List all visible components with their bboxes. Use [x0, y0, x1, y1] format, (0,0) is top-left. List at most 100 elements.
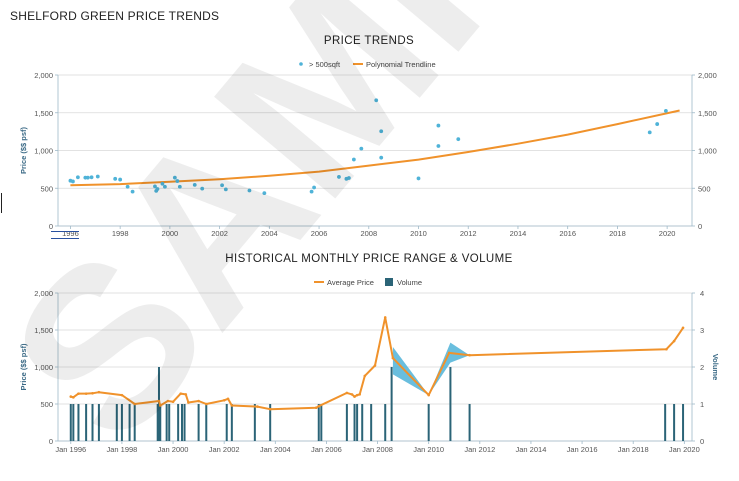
volume-bar [320, 404, 323, 441]
volume-bar [165, 404, 168, 441]
volume-bar [91, 404, 94, 441]
volume-bar [361, 404, 364, 441]
average-price-point [355, 393, 359, 397]
scatter-point [456, 137, 461, 142]
range-selector-handle[interactable] [51, 231, 79, 239]
scatter-point [95, 174, 100, 179]
scatter-point [374, 98, 379, 103]
volume-bar [384, 404, 387, 441]
y-tick-label: 2,000 [34, 71, 53, 80]
volume-bar [230, 404, 233, 441]
volume-bar [177, 404, 180, 441]
average-price-point [350, 393, 354, 396]
volume-bar [353, 404, 356, 441]
volume-bar [97, 404, 100, 441]
x-tick-label: 2006 [311, 229, 328, 238]
average-price-line [70, 316, 684, 411]
chart-title: PRICE TRENDS [324, 35, 414, 47]
x-tick-label: 2008 [360, 229, 377, 238]
volume-bar [133, 404, 136, 441]
y2-tick-label: 2 [700, 363, 704, 372]
y-axis-label: Price ($$ psf) [19, 343, 28, 391]
y-tick-label: 1,500 [34, 326, 53, 335]
volume-bar [72, 404, 75, 441]
volume-bar [77, 404, 80, 441]
y2-tick-label: 0 [698, 222, 702, 231]
volume-bar [120, 404, 123, 441]
y2-tick-label: 2,000 [698, 71, 717, 80]
average-price-point [363, 374, 367, 378]
x-tick-label: 2000 [162, 229, 179, 238]
x-tick-label: Jan 2014 [516, 445, 547, 454]
average-price-point [391, 356, 395, 360]
x-tick-label: 1998 [112, 229, 129, 238]
average-price-point [317, 404, 321, 408]
legend-label: > 500sqft [309, 60, 341, 69]
scatter-point [312, 185, 316, 190]
average-price-point [184, 393, 188, 396]
scatter-point [416, 176, 421, 181]
trendline [70, 109, 680, 187]
price-range-area [392, 347, 429, 396]
legend-marker-scatter [299, 62, 303, 66]
y-tick-label: 500 [40, 400, 53, 409]
y2-tick-label: 0 [700, 437, 704, 446]
scatter-point [262, 191, 267, 196]
average-price-point [158, 404, 162, 407]
volume-bar [269, 404, 272, 441]
x-tick-label: 2020 [659, 229, 676, 238]
x-tick-label: 2018 [609, 229, 626, 238]
average-price-point [468, 353, 471, 357]
average-price-point [358, 393, 361, 396]
scatter-point [223, 187, 228, 192]
scatter-point [160, 181, 165, 186]
average-price-point [77, 392, 80, 395]
y2-tick-label: 3 [700, 326, 704, 335]
y-axis-label: Price ($$ psf) [19, 126, 28, 174]
average-price-point [97, 390, 101, 394]
volume-bar [356, 404, 359, 441]
x-tick-label: 2014 [510, 229, 527, 238]
x-tick-label: 2012 [460, 229, 477, 238]
legend-label: Polynomial Trendline [366, 60, 436, 69]
volume-bar [115, 404, 118, 441]
y-tick-label: 1,000 [34, 363, 53, 372]
scatter-point [220, 183, 224, 188]
scatter-point [118, 177, 123, 182]
x-tick-label: Jan 2002 [209, 445, 240, 454]
price-trends-chart: PRICE TRENDS > 500sqft Polynomial Trendlin… [19, 35, 717, 238]
scatter-point [663, 108, 668, 113]
y2-axis-label: Volume [711, 354, 720, 381]
volume-bar [253, 404, 256, 441]
scatter-point [153, 184, 157, 189]
scatter-point [359, 146, 364, 151]
volume-bar [225, 404, 228, 441]
x-tick-label: Jan 1998 [106, 445, 137, 454]
x-tick-label: 2010 [410, 229, 427, 238]
volume-bar [197, 404, 200, 441]
x-tick-label: 1996 [62, 229, 79, 238]
average-price-point [197, 399, 200, 403]
average-price-point [373, 364, 377, 367]
legend-label: Volume [397, 278, 422, 287]
volume-bar [205, 404, 208, 441]
average-price-point [171, 400, 175, 404]
y-tick-label: 2,000 [34, 289, 53, 298]
average-price-point [157, 399, 161, 403]
average-price-point [447, 351, 451, 355]
average-price-point [256, 405, 259, 408]
volume-bar [69, 404, 72, 441]
volume-bar [370, 404, 373, 441]
scatter-point [337, 175, 341, 179]
legend-label: Average Price [327, 278, 374, 287]
scatter-point [655, 122, 660, 126]
average-price-point [665, 347, 668, 351]
average-price-point [133, 402, 136, 406]
volume-bar [682, 404, 685, 441]
x-tick-label: Jan 2012 [464, 445, 495, 454]
volume-bar [468, 404, 471, 441]
scatter-point [309, 189, 314, 194]
x-tick-label: Jan 2008 [362, 445, 393, 454]
x-tick-label: 2016 [559, 229, 576, 238]
x-tick-label: 2002 [211, 229, 228, 238]
